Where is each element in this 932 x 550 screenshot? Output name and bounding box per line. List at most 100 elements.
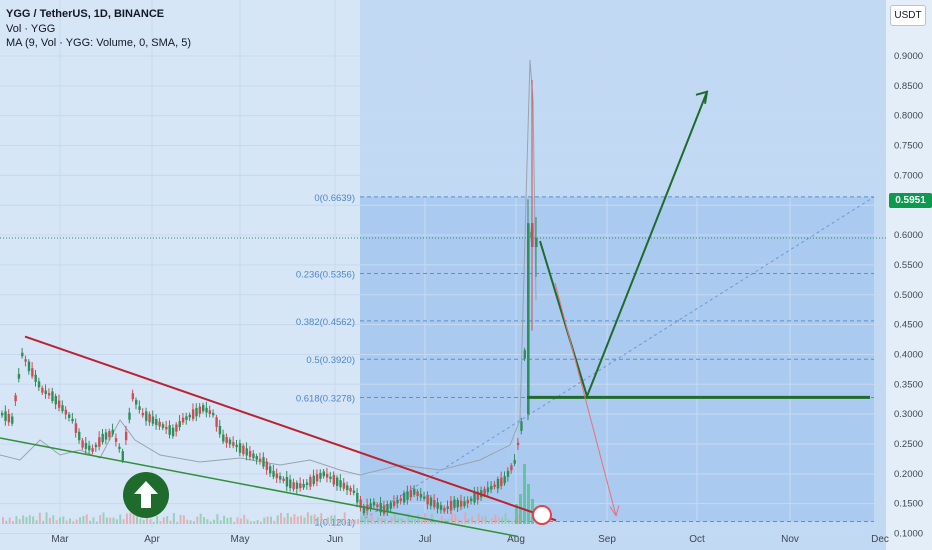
- us-flag-icon[interactable]: [532, 505, 552, 525]
- candle-body: [349, 487, 352, 492]
- candle-body: [305, 482, 309, 485]
- volume-bar: [213, 519, 216, 524]
- candle-body: [295, 482, 299, 489]
- candle-body: [255, 456, 258, 460]
- volume-bar: [8, 517, 11, 524]
- x-tick-label: Aug: [507, 534, 525, 545]
- candle-body: [352, 490, 356, 493]
- volume-bar: [393, 512, 396, 524]
- candle-body: [535, 238, 538, 247]
- volume-bar: [464, 512, 467, 524]
- candle-body: [456, 500, 459, 508]
- y-tick-label: 0.7500: [894, 141, 923, 152]
- volume-bar: [283, 517, 286, 524]
- currency-button[interactable]: USDT: [890, 5, 926, 26]
- candle-body: [165, 426, 168, 430]
- candle-body: [168, 425, 171, 435]
- up-arrow-icon: [123, 472, 169, 518]
- y-tick-label: 0.7000: [894, 170, 923, 181]
- volume-bar: [273, 520, 276, 524]
- volume-bar: [501, 517, 504, 524]
- volume-bar: [62, 516, 65, 524]
- candle-body: [121, 451, 124, 461]
- candle-body: [315, 474, 319, 482]
- candle-body: [470, 498, 473, 501]
- volume-bar: [122, 519, 125, 524]
- volume-bar: [444, 519, 447, 524]
- x-tick-label: Dec: [871, 534, 889, 545]
- candle-body: [319, 472, 322, 479]
- candle-body: [258, 458, 262, 462]
- volume-bar: [477, 513, 480, 524]
- volume-bar: [79, 517, 82, 524]
- candle-body: [198, 406, 202, 414]
- descending-support-line: [0, 437, 519, 538]
- candle-body: [232, 442, 235, 446]
- volume-bar: [139, 518, 142, 524]
- volume-bar: [58, 517, 61, 524]
- candle-body: [312, 475, 315, 484]
- volume-bar: [166, 516, 169, 524]
- volume-bar: [343, 512, 346, 524]
- volume-bar: [156, 516, 159, 524]
- candle-body: [248, 450, 252, 457]
- volume-bar: [316, 516, 319, 524]
- candle-body: [14, 395, 17, 402]
- candle-body: [37, 381, 41, 388]
- volume-bar: [12, 521, 15, 524]
- volume-bar: [390, 517, 393, 524]
- volume-bar: [404, 520, 406, 524]
- y-tick-label: 0.2500: [894, 439, 923, 450]
- volume-bar: [199, 513, 202, 524]
- volume-bar: [226, 517, 229, 524]
- candle-body: [124, 431, 128, 441]
- volume-bar: [380, 517, 383, 524]
- candle-body: [178, 421, 181, 428]
- volume-bar: [125, 513, 128, 524]
- y-tick-label: 0.5000: [894, 290, 923, 301]
- candle-body: [272, 470, 275, 477]
- volume-bar: [112, 517, 115, 524]
- volume-ma-line: [0, 59, 537, 476]
- volume-bar: [132, 514, 135, 524]
- volume-bar: [182, 515, 185, 524]
- candle-body: [466, 499, 470, 504]
- volume-bar: [89, 520, 92, 524]
- volume-bar: [246, 519, 249, 524]
- volume-bar: [407, 513, 410, 524]
- candle-body: [161, 424, 165, 428]
- candle-body: [181, 417, 185, 423]
- candle-body: [423, 496, 426, 499]
- volume-bar: [95, 521, 98, 524]
- volume-bar: [38, 512, 41, 524]
- candle-body: [279, 476, 282, 480]
- volume-bar: [236, 517, 239, 524]
- candle-body: [245, 448, 248, 456]
- candle-body: [151, 416, 155, 424]
- volume-bar: [99, 515, 102, 524]
- volume-bar: [25, 517, 28, 524]
- candle-body: [44, 390, 47, 395]
- candle-body: [493, 484, 496, 487]
- candle-body: [215, 417, 218, 427]
- x-tick-label: Nov: [781, 534, 799, 545]
- y-tick-label: 0.1500: [894, 499, 923, 510]
- candle-body: [339, 480, 342, 488]
- candle-body: [155, 419, 158, 426]
- volume-bar: [360, 516, 363, 524]
- volume-bar: [357, 518, 360, 524]
- volume-bar: [306, 512, 309, 524]
- candle-body: [299, 483, 302, 489]
- volume-bar: [504, 513, 507, 524]
- volume-bar: [85, 514, 88, 524]
- candle-body: [413, 488, 416, 495]
- volume-bar: [487, 521, 490, 524]
- candle-body: [51, 391, 54, 401]
- candle-body: [531, 223, 534, 247]
- candle-body: [496, 478, 500, 489]
- volume-bar: [176, 521, 179, 524]
- candle-body: [403, 492, 406, 503]
- volume-bar: [293, 514, 296, 524]
- candle-body: [486, 487, 490, 493]
